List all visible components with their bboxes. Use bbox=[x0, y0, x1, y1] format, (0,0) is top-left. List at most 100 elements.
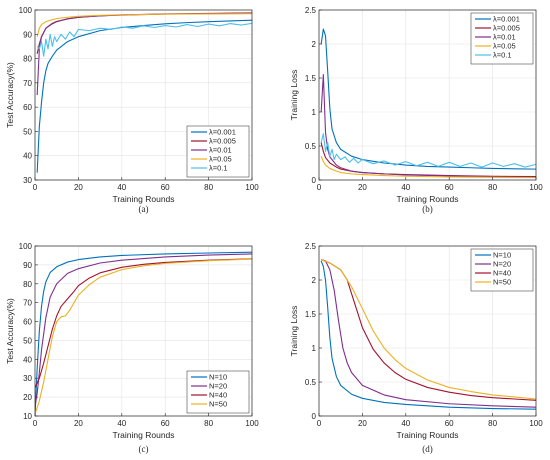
legend-label: N=50 bbox=[209, 400, 227, 409]
axes-frame bbox=[34, 9, 253, 181]
legend-label: N=40 bbox=[209, 391, 227, 400]
y-tick-label: 40 bbox=[23, 355, 32, 364]
x-tick-label: 20 bbox=[74, 419, 83, 428]
x-tick-label: 20 bbox=[74, 183, 83, 192]
x-tick-label: 100 bbox=[529, 183, 543, 192]
legend-label: λ=0.005 bbox=[209, 137, 236, 146]
legend-box bbox=[186, 370, 250, 414]
x-tick-label: 40 bbox=[117, 183, 126, 192]
axes-frame bbox=[34, 245, 253, 417]
y-tick-label: 80 bbox=[23, 280, 32, 289]
x-tick-label: 80 bbox=[488, 183, 497, 192]
x-tick-label: 40 bbox=[117, 419, 126, 428]
x-tick-label: 80 bbox=[204, 183, 213, 192]
y-tick-label: 70 bbox=[23, 79, 32, 88]
legend-label: λ=0.05 bbox=[493, 42, 516, 51]
y-tick-label: 60 bbox=[23, 318, 32, 327]
series-line-3 bbox=[320, 74, 536, 178]
legend-label: λ=0.05 bbox=[209, 155, 232, 164]
series-line-2 bbox=[321, 259, 536, 408]
chart-panel-2: 0 20 40 60 80 100 0 0.5 1 1.5 2 2.5 Training Rounds T… bbox=[289, 6, 543, 214]
y-tick-label: 90 bbox=[23, 261, 32, 270]
series-group bbox=[35, 251, 252, 416]
panel-caption: (a) bbox=[139, 204, 149, 214]
x-tick-label: 100 bbox=[529, 419, 543, 428]
x-tick-label: 0 bbox=[33, 419, 38, 428]
y-tick-label: 30 bbox=[23, 374, 32, 383]
legend-label: λ=0.1 bbox=[209, 164, 228, 173]
legend-label: λ=0.01 bbox=[493, 33, 516, 42]
legend-label: λ=0.001 bbox=[209, 128, 236, 137]
series-group bbox=[36, 12, 252, 173]
axes-frame bbox=[318, 9, 537, 181]
y-tick-label: 90 bbox=[23, 30, 32, 39]
panel-caption: (b) bbox=[422, 204, 433, 214]
legend-label: N=20 bbox=[209, 382, 227, 391]
x-tick-label: 60 bbox=[161, 419, 170, 428]
y-tick-label: 1.5 bbox=[305, 74, 317, 83]
legend: N=10N=20N=40N=50 bbox=[186, 370, 250, 414]
y-tick-label: 1.5 bbox=[305, 310, 317, 319]
y-tick-label: 0.5 bbox=[305, 378, 317, 387]
panel-caption: (d) bbox=[422, 444, 433, 454]
y-axis-label: Training Loss bbox=[289, 70, 299, 121]
y-tick-label: 30 bbox=[23, 176, 32, 185]
y-tick-label: 2.5 bbox=[305, 242, 317, 251]
legend-label: λ=0.1 bbox=[493, 51, 512, 60]
y-tick-label: 100 bbox=[19, 242, 33, 251]
series-line-5 bbox=[36, 22, 252, 57]
series-line-4 bbox=[320, 259, 536, 400]
x-tick-label: 100 bbox=[245, 419, 259, 428]
series-line-4 bbox=[35, 258, 252, 415]
chart-panel-3: 0 20 40 60 80 100 10 20 30 40 50 60 70 80 90 100 Trainin… bbox=[5, 242, 259, 454]
legend-label: N=10 bbox=[209, 373, 227, 382]
legend-label: N=40 bbox=[493, 269, 511, 278]
x-axis-label: Training Rounds bbox=[112, 430, 174, 440]
series-line-5 bbox=[320, 133, 536, 168]
x-axis-label: Training Rounds bbox=[112, 194, 174, 204]
y-tick-label: 1 bbox=[312, 344, 317, 353]
y-tick-label: 40 bbox=[23, 152, 32, 161]
y-tick-label: 2 bbox=[312, 40, 317, 49]
y-tick-label: 100 bbox=[19, 6, 33, 15]
y-axis-label: Training Loss bbox=[289, 306, 299, 357]
y-tick-label: 50 bbox=[23, 336, 32, 345]
axes-frame bbox=[318, 245, 537, 417]
x-tick-label: 0 bbox=[317, 183, 322, 192]
legend-label: N=20 bbox=[493, 260, 511, 269]
x-tick-label: 0 bbox=[317, 419, 322, 428]
y-tick-label: 20 bbox=[23, 393, 32, 402]
y-tick-label: 10 bbox=[23, 412, 32, 421]
series-line-2 bbox=[35, 253, 252, 407]
series-line-3 bbox=[35, 258, 252, 388]
legend-label: λ=0.01 bbox=[209, 146, 232, 155]
x-tick-label: 20 bbox=[358, 183, 367, 192]
legend-label: N=50 bbox=[493, 278, 511, 287]
series-group bbox=[320, 259, 536, 410]
series-line-4 bbox=[320, 155, 536, 179]
y-tick-label: 2 bbox=[312, 276, 317, 285]
series-line-1 bbox=[35, 251, 252, 416]
y-tick-label: 0 bbox=[312, 412, 317, 421]
y-tick-label: 70 bbox=[23, 299, 32, 308]
x-tick-label: 60 bbox=[161, 183, 170, 192]
series-line-1 bbox=[36, 19, 252, 173]
x-tick-label: 0 bbox=[33, 183, 38, 192]
series-line-1 bbox=[320, 260, 536, 410]
legend-label: λ=0.001 bbox=[493, 15, 520, 24]
series-line-4 bbox=[36, 13, 252, 37]
x-tick-label: 80 bbox=[204, 419, 213, 428]
chart-panel-4: 0 20 40 60 80 100 0 0.5 1 1.5 2 2.5 Training Rounds T… bbox=[289, 242, 543, 454]
panel-caption: (c) bbox=[139, 444, 149, 454]
legend: N=10N=20N=40N=50 bbox=[470, 248, 534, 292]
y-tick-label: 1 bbox=[312, 108, 317, 117]
legend-label: λ=0.005 bbox=[493, 24, 520, 33]
x-tick-label: 40 bbox=[401, 419, 410, 428]
x-tick-label: 80 bbox=[488, 419, 497, 428]
y-tick-label: 0 bbox=[312, 176, 317, 185]
y-tick-label: 80 bbox=[23, 55, 32, 64]
chart-panel-1: 0 20 40 60 80 100 30 40 50 60 70 80 90 100 Training Ro… bbox=[5, 6, 259, 214]
